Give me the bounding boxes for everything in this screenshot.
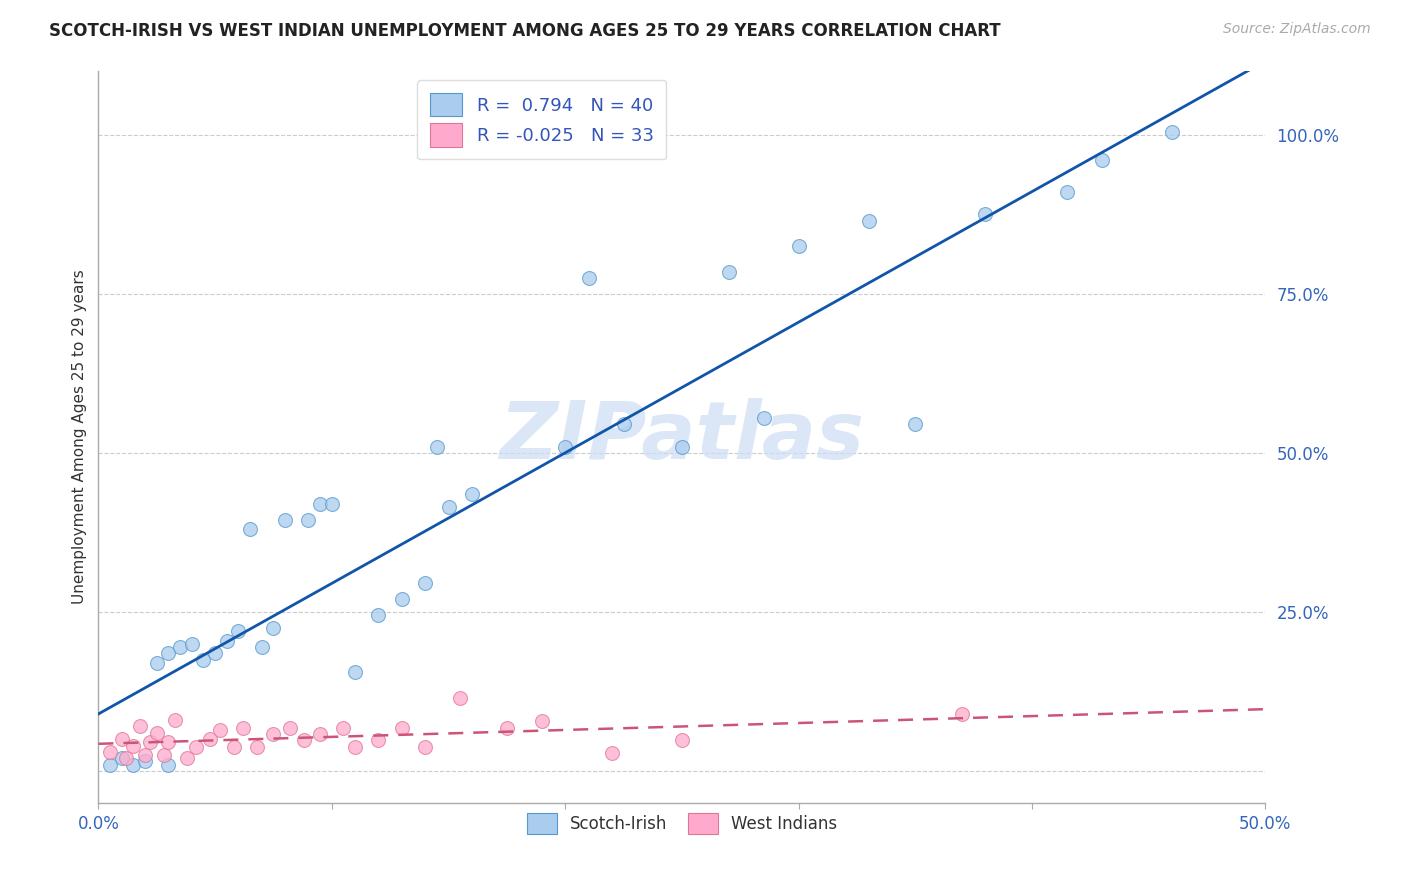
Point (752, 411, 775, 425)
Point (200, 732, 222, 747)
Point (717, 265, 740, 279)
Point (228, 624, 250, 638)
Point (176, 751, 198, 765)
Point (146, 656, 169, 670)
Point (1056, 185, 1078, 199)
Point (222, 739, 245, 754)
Point (600, 746, 623, 760)
Text: SCOTCH-IRISH VS WEST INDIAN UNEMPLOYMENT AMONG AGES 25 TO 29 YEARS CORRELATION C: SCOTCH-IRISH VS WEST INDIAN UNEMPLOYMENT… (49, 22, 1001, 40)
Point (186, 739, 208, 754)
Point (129, 719, 152, 733)
Point (391, 592, 413, 607)
Point (437, 500, 460, 514)
Point (858, 214, 880, 228)
Point (115, 751, 138, 765)
Point (413, 739, 436, 754)
Point (122, 757, 145, 772)
Point (262, 621, 284, 635)
Point (578, 271, 600, 285)
Point (98, 745, 121, 759)
Point (974, 207, 997, 221)
Point (1161, 125, 1184, 139)
Point (122, 739, 145, 753)
Point (165, 713, 187, 727)
Point (111, 732, 134, 747)
Point (215, 633, 238, 648)
Point (239, 522, 262, 536)
Point (367, 733, 389, 747)
Y-axis label: Unemployment Among Ages 25 to 29 years: Unemployment Among Ages 25 to 29 years (72, 269, 87, 605)
Point (250, 640, 273, 654)
Point (297, 513, 319, 527)
Point (321, 497, 343, 511)
Point (613, 417, 636, 432)
Point (152, 748, 174, 763)
Point (391, 721, 413, 735)
Point (134, 755, 156, 769)
Point (246, 739, 269, 754)
Point (787, 239, 810, 253)
Point (139, 735, 162, 749)
Point (461, 487, 484, 501)
Point (157, 757, 180, 772)
Point (292, 733, 315, 747)
Point (449, 690, 471, 705)
Point (554, 440, 576, 454)
Point (496, 721, 519, 735)
Point (309, 497, 332, 511)
Point (413, 576, 436, 591)
Point (671, 733, 693, 747)
Point (169, 640, 191, 654)
Point (232, 721, 254, 735)
Point (904, 417, 927, 432)
Point (309, 727, 332, 741)
Point (344, 739, 367, 754)
Point (180, 637, 202, 651)
Point (157, 646, 180, 660)
Point (1091, 153, 1114, 168)
Text: Source: ZipAtlas.com: Source: ZipAtlas.com (1223, 22, 1371, 37)
Point (278, 721, 301, 735)
Point (671, 440, 693, 454)
Point (262, 727, 284, 741)
Point (367, 608, 389, 623)
Point (134, 748, 156, 763)
Point (98, 757, 121, 772)
Text: ZIPatlas: ZIPatlas (499, 398, 865, 476)
Point (208, 723, 231, 737)
Point (146, 726, 169, 740)
Point (204, 646, 226, 660)
Legend: Scotch-Irish, West Indians: Scotch-Irish, West Indians (515, 801, 849, 846)
Point (426, 440, 449, 454)
Point (193, 653, 215, 667)
Point (332, 721, 354, 735)
Point (530, 714, 553, 729)
Point (950, 706, 973, 721)
Point (344, 665, 367, 680)
Point (157, 735, 180, 749)
Point (111, 751, 134, 765)
Point (274, 513, 297, 527)
